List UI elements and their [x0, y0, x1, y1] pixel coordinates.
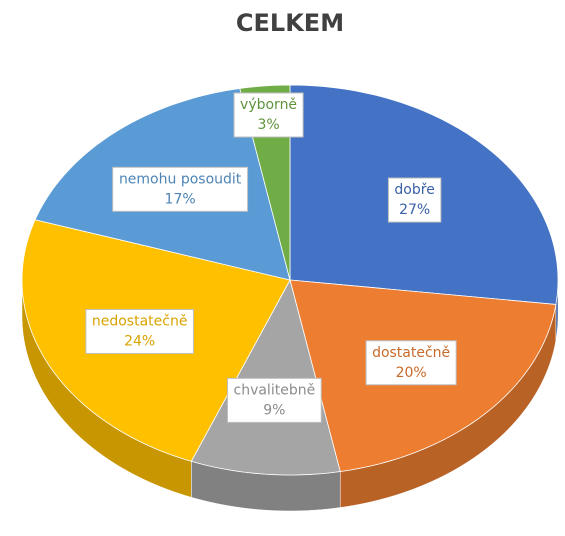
label-box — [227, 377, 322, 423]
label-box — [365, 340, 457, 386]
category-label: nedostatečně — [92, 313, 188, 329]
value-label: 20% — [396, 365, 427, 381]
label-box — [85, 308, 194, 354]
data-label: nedostatečně 24% — [85, 308, 194, 354]
data-label: dostatečně 20% — [365, 340, 457, 386]
label-box — [112, 166, 249, 212]
data-label: dobře 27% — [387, 177, 442, 223]
pie-sides — [21, 279, 559, 512]
chart-title: CELKEM — [236, 9, 344, 37]
slice — [190, 278, 341, 476]
value-label: 9% — [263, 402, 285, 418]
value-label: 24% — [124, 333, 155, 349]
category-label: chvalitebně — [234, 382, 316, 398]
category-label: dobře — [394, 182, 434, 198]
value-label: 27% — [399, 202, 430, 218]
label-box — [233, 92, 304, 138]
data-label: výborně 3% — [233, 92, 304, 138]
category-label: nemohu posoudit — [119, 171, 242, 187]
data-label: chvalitebně 9% — [227, 377, 322, 423]
data-label: nemohu posoudit 17% — [112, 166, 249, 212]
data-labels: dobře 27% dostatečně 20% chvalitebně 9% nedost… — [85, 92, 457, 423]
value-label: 3% — [257, 117, 279, 133]
value-label: 17% — [165, 191, 196, 207]
label-box — [387, 177, 442, 223]
category-label: výborně — [240, 97, 297, 113]
category-label: dostatečně — [372, 345, 450, 361]
